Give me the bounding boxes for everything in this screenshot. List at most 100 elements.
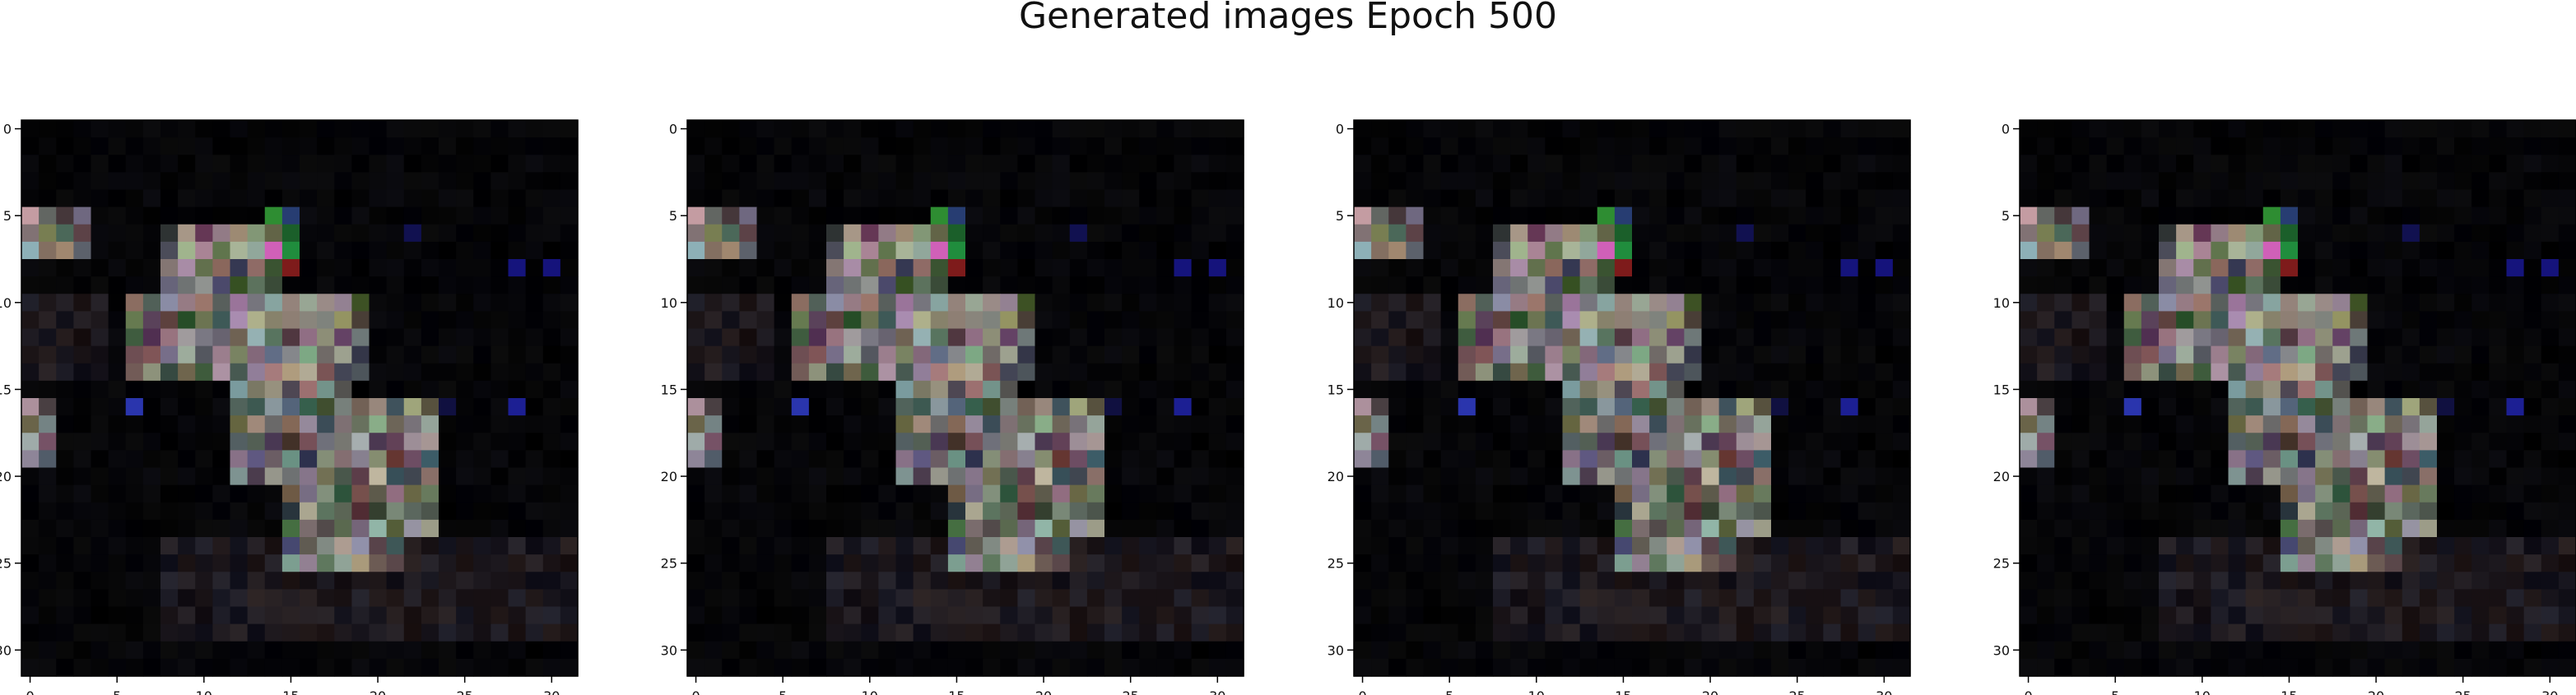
pixel-cell <box>1875 484 1894 503</box>
pixel-cell <box>1035 189 1053 208</box>
pixel-cell <box>2020 398 2038 416</box>
pixel-cell <box>1701 502 1720 521</box>
pixel-cell <box>108 450 127 469</box>
pixel-cell <box>1510 224 1528 243</box>
pixel-cell <box>2558 380 2576 399</box>
pixel-cell <box>542 241 561 260</box>
pixel-cell <box>195 658 213 677</box>
pixel-cell <box>491 120 509 138</box>
pixel-cell <box>1156 120 1175 138</box>
pixel-cell <box>142 415 161 433</box>
pixel-cell <box>2384 467 2403 486</box>
pixel-cell <box>281 415 300 433</box>
pixel-cell <box>1440 623 1459 642</box>
pixel-cell <box>1771 380 1789 399</box>
pixel-cell <box>983 415 1001 433</box>
pixel-cell <box>704 658 723 677</box>
pixel-cell <box>2454 189 2472 208</box>
pixel-cell <box>456 172 474 191</box>
pixel-cell <box>2315 241 2333 260</box>
pixel-cell <box>687 537 705 555</box>
pixel-cell <box>369 224 388 243</box>
pixel-cell <box>756 155 775 173</box>
pixel-cell <box>247 415 266 433</box>
pixel-cell <box>195 606 213 625</box>
pixel-cell <box>774 554 793 572</box>
pixel-cell <box>160 641 179 660</box>
pixel-cell <box>1614 172 1633 191</box>
pixel-cell <box>2228 554 2247 572</box>
pixel-cell <box>2523 519 2542 538</box>
pixel-cell <box>2141 120 2160 138</box>
pixel-cell <box>2558 450 2576 469</box>
pixel-cell <box>2193 120 2211 138</box>
pixel-cell <box>1771 259 1789 277</box>
pixel-cell <box>2350 450 2369 469</box>
pixel-cell <box>2123 328 2142 347</box>
pixel-cell <box>2541 276 2560 294</box>
pixel-cell <box>1493 276 1511 294</box>
pixel-cell <box>808 658 827 677</box>
pixel-cell <box>542 155 561 173</box>
pixel-cell <box>1069 467 1088 486</box>
pixel-cell <box>722 172 740 191</box>
pixel-cell <box>791 155 810 173</box>
pixel-cell <box>1440 155 1459 173</box>
pixel-cell <box>1423 137 1442 155</box>
pixel-cell <box>1371 623 1389 642</box>
pixel-cell <box>1139 380 1157 399</box>
pixel-cell <box>39 276 57 294</box>
pixel-cell <box>525 450 544 469</box>
pixel-cell <box>1354 658 1372 677</box>
pixel-cell <box>1354 345 1372 364</box>
pixel-cell <box>1632 606 1650 625</box>
pixel-cell <box>1649 537 1667 555</box>
pixel-cell <box>1423 484 1442 503</box>
pixel-cell <box>1174 415 1193 433</box>
pixel-cell <box>1371 502 1389 521</box>
pixel-cell <box>1440 120 1459 138</box>
pixel-cell <box>2071 259 2090 277</box>
pixel-cell <box>1458 484 1476 503</box>
pixel-cell <box>2419 433 2438 451</box>
pixel-cell <box>1354 137 1372 155</box>
pixel-cell <box>1458 224 1476 243</box>
pixel-cell <box>1139 294 1157 312</box>
pixel-cell <box>1545 241 1564 260</box>
pixel-cell <box>1823 606 1842 625</box>
pixel-cell <box>844 155 862 173</box>
pixel-cell <box>1510 259 1528 277</box>
pixel-cell <box>439 502 457 521</box>
pixel-cell <box>281 311 300 330</box>
pixel-cell <box>264 572 283 590</box>
pixel-cell <box>965 189 983 208</box>
pixel-cell <box>508 276 527 294</box>
pixel-cell <box>983 572 1001 590</box>
pixel-cell <box>1035 380 1053 399</box>
pixel-cell <box>947 155 966 173</box>
pixel-cell <box>508 450 527 469</box>
pixel-cell <box>178 328 196 347</box>
pixel-cell <box>473 589 491 608</box>
pixel-cell <box>73 572 92 590</box>
pixel-cell <box>2176 502 2194 521</box>
pixel-cell <box>1458 241 1476 260</box>
pixel-cell <box>1371 450 1389 469</box>
pixel-cell <box>1545 606 1564 625</box>
pixel-cell <box>2193 137 2211 155</box>
pixel-cell <box>983 658 1001 677</box>
pixel-cell <box>386 537 405 555</box>
pixel-cell <box>195 519 213 538</box>
pixel-cell <box>281 554 300 572</box>
pixel-cell <box>895 172 914 191</box>
pixel-cell <box>2506 589 2525 608</box>
pixel-cell <box>1458 345 1476 364</box>
pixel-cell <box>1510 484 1528 503</box>
pixel-cell <box>826 398 844 416</box>
pixel-cell <box>2193 519 2211 538</box>
pixel-cell <box>722 450 740 469</box>
pixel-cell <box>142 137 161 155</box>
pixel-cell <box>1104 120 1123 138</box>
pixel-cell <box>2367 450 2386 469</box>
pixel-cell <box>491 294 509 312</box>
